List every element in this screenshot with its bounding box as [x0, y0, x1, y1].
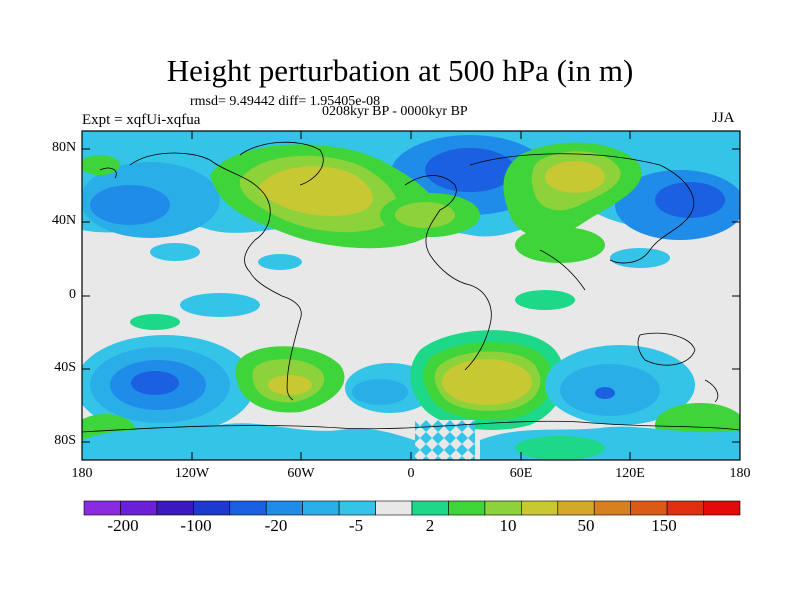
axis-ticks — [81, 131, 741, 460]
colorbar — [83, 500, 741, 516]
lon-tick-label: 180 — [71, 466, 93, 481]
lat-tick-label: 40N — [52, 213, 77, 228]
colorbar-label: -100 — [180, 516, 212, 535]
lon-tick-label: 60W — [287, 466, 315, 481]
colorbar-label: 10 — [499, 516, 517, 535]
colorbar-swatch — [229, 500, 267, 516]
colorbar-label: 50 — [577, 516, 595, 535]
lat-tick-label: 80S — [54, 433, 76, 448]
colorbar-swatch — [302, 500, 340, 516]
colorbar-swatch — [265, 500, 303, 516]
colorbar-swatch — [375, 500, 413, 516]
colorbar-label: -5 — [348, 516, 364, 535]
colorbar-label: -20 — [264, 516, 288, 535]
colorbar-label: 150 — [651, 516, 677, 535]
colorbar-swatch — [411, 500, 449, 516]
colorbar-swatch — [193, 500, 231, 516]
colorbar-swatch — [338, 500, 376, 516]
colorbar-swatch — [448, 500, 486, 516]
colorbar-swatch — [521, 500, 559, 516]
height-perturbation-field — [82, 131, 740, 460]
colorbar-label: 2 — [425, 516, 435, 535]
colorbar-swatch — [156, 500, 194, 516]
season-label: JJA — [712, 110, 735, 126]
colorbar-swatch — [120, 500, 158, 516]
colorbar-swatch — [484, 500, 522, 516]
lat-tick-label: 80N — [52, 140, 77, 155]
lon-tick-label: 180 — [729, 466, 751, 481]
colorbar-swatch — [557, 500, 595, 516]
colorbar-swatch — [83, 500, 121, 516]
colorbar-swatch — [703, 500, 741, 516]
lon-tick-label: 120W — [174, 466, 210, 481]
lon-tick-label: 60E — [509, 466, 533, 481]
colorbar-label: -200 — [107, 516, 139, 535]
lat-tick-label: 40S — [54, 360, 76, 375]
chart-title: Height perturbation at 500 hPa (in m) — [166, 53, 634, 88]
coastlines — [82, 141, 740, 433]
colorbar-swatch — [630, 500, 668, 516]
colorbar-swatch — [593, 500, 631, 516]
period-line: 0208kyr BP - 0000kyr BP — [322, 104, 468, 119]
lon-tick-label: 120E — [615, 466, 645, 481]
lon-tick-label: 0 — [407, 466, 415, 481]
stats-line: rmsd= 9.49442 diff= 1.95405e-08 — [190, 94, 381, 109]
colorbar-swatch — [666, 500, 704, 516]
lat-tick-label: 0 — [69, 287, 76, 302]
experiment-label: Expt = xqfUi-xqfua — [82, 112, 201, 128]
